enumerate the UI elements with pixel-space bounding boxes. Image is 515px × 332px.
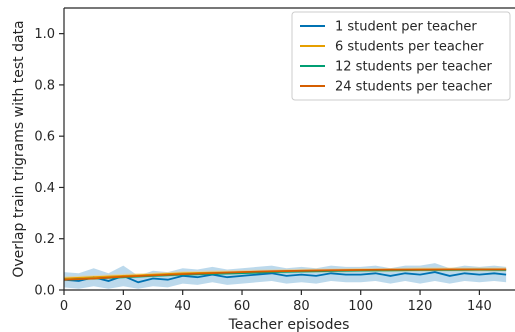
ticks: 0 20 40 60 80 100 120 140 0.0 0.2 0.4 0.6 0.8 1.0 (34, 27, 491, 314)
legend-label: 12 students per teacher (335, 60, 492, 75)
legend-frame (291, 11, 511, 101)
x-tick-label: 140 (467, 299, 492, 314)
y-tick-label: 0.8 (34, 78, 55, 93)
x-axis-label: Teacher episodes (228, 317, 350, 332)
x-tick-label: 100 (348, 299, 373, 314)
y-tick-label: 1.0 (34, 27, 55, 42)
x-tick-label: 40 (174, 299, 191, 314)
y-tick-label: 0.2 (34, 232, 55, 247)
legend-label: 6 students per teacher (335, 40, 484, 55)
y-tick-label: 0.6 (34, 130, 55, 145)
x-tick-label: 20 (115, 299, 132, 314)
y-tick-label: 0.0 (34, 284, 55, 299)
series-line-1 (63, 271, 507, 284)
legend: 1 student per teacher 6 students per teac… (291, 11, 511, 101)
legend-label: 1 student per teacher (335, 20, 477, 35)
series-lines (63, 268, 507, 284)
x-tick-label: 0 (60, 299, 68, 314)
legend-label: 24 students per teacher (335, 80, 492, 95)
x-tick-label: 80 (293, 299, 310, 314)
series-band-3 (64, 268, 507, 282)
y-axis-label: Overlap train trigrams with test data (11, 20, 27, 277)
series-line-4 (63, 268, 507, 281)
y-tick-label: 0.4 (34, 181, 55, 196)
axes (63, 7, 515, 291)
x-tick-label: 60 (234, 299, 251, 314)
x-tick-label: 120 (408, 299, 433, 314)
